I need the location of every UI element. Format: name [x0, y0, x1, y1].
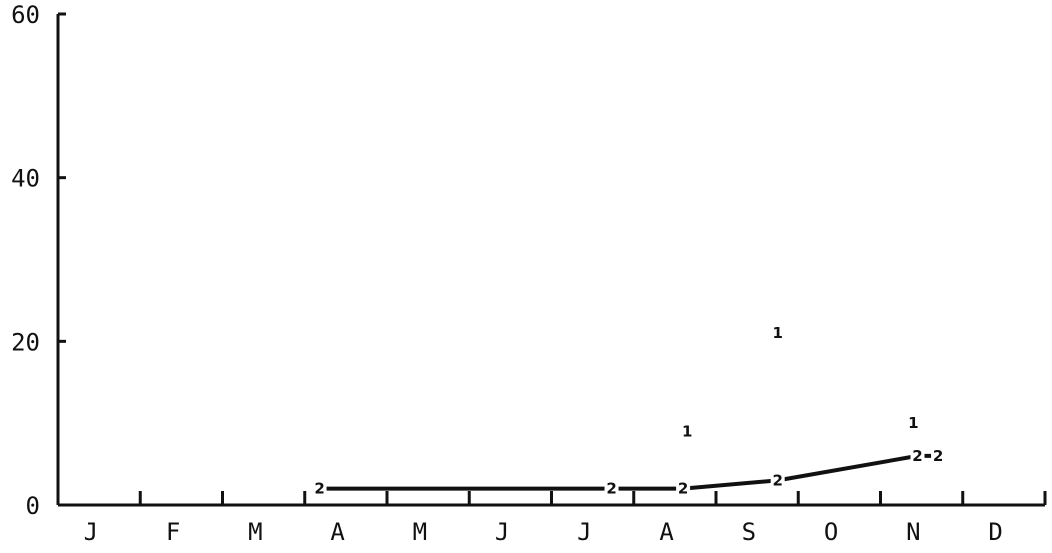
marker-background [910, 446, 925, 465]
x-tick-label: A [330, 518, 345, 546]
x-tick-label: A [659, 518, 674, 546]
x-tick-label: S [742, 518, 756, 546]
data-point-marker: 2 [772, 471, 782, 489]
y-tick-label: 20 [11, 328, 40, 356]
data-point-marker: 1 [908, 414, 918, 432]
x-tick-label: J [84, 518, 98, 546]
x-tick-label: N [906, 518, 920, 546]
series-line-2 [319, 453, 939, 491]
data-point-marker: 2 [912, 447, 922, 465]
marker-background [931, 446, 946, 465]
x-tick-label: O [824, 518, 838, 546]
data-point-marker: 2 [678, 480, 688, 498]
data-point-marker: 1 [682, 422, 692, 440]
x-tick-label: M [248, 518, 262, 546]
x-tick-label: J [577, 518, 591, 546]
y-axis-ticks: 0 20 40 60 [11, 1, 66, 520]
data-point-marker: 2 [606, 480, 616, 498]
data-point-marker: 2 [933, 447, 943, 465]
y-tick-label: 40 [11, 165, 40, 193]
marker-background [676, 479, 691, 498]
y-tick-label: 60 [11, 1, 40, 29]
marker-background [312, 479, 327, 498]
axes [56, 14, 1045, 507]
y-tick-label: 0 [26, 492, 40, 520]
data-point-marker: 2 [314, 480, 324, 498]
series-lines [319, 453, 939, 491]
data-point-marker: 1 [772, 324, 782, 342]
x-tick-label: D [988, 518, 1002, 546]
x-tick-label: F [166, 518, 180, 546]
x-tick-label: J [495, 518, 509, 546]
marker-background [604, 479, 619, 498]
marker-background [770, 471, 785, 490]
x-tick-label: M [413, 518, 427, 546]
